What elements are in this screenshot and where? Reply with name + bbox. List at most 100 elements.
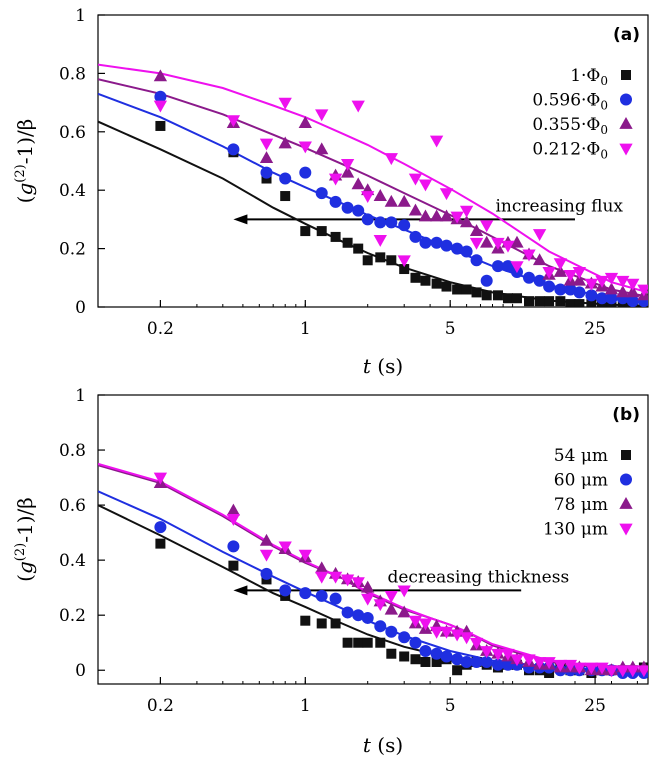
panel-b-series-2-point: [315, 561, 329, 574]
panel-b-series-1-point: [385, 625, 398, 638]
panel-b-series-3-point: [491, 648, 505, 661]
panel-a-legend-label-main: 0.596·Φ: [532, 91, 600, 111]
panel-b-y-tick-label: 0.4: [59, 551, 86, 571]
panel-a-series-3-point: [459, 205, 474, 218]
panel-b-legend-label-3: 130 μm: [543, 520, 608, 540]
panel-a-series-1-point: [315, 187, 328, 200]
panel-a-series-3-point: [450, 211, 464, 224]
panel-b-series-1-point: [315, 589, 328, 602]
panel-b-legend-marker-0: [621, 450, 631, 460]
panel-a-series-1-point: [460, 245, 473, 258]
panel-a-series-0-point: [375, 252, 386, 263]
panel-a-series-0-point: [492, 290, 503, 301]
panel-a-series-2-point: [153, 69, 168, 82]
panel-a-series-0-point: [386, 255, 397, 266]
panel-a-series-3-point: [616, 275, 630, 288]
panel-a-series-0-point: [565, 299, 576, 307]
panel-b-series-3-point: [259, 549, 274, 562]
panel-b-y-tick-label: 0: [75, 661, 86, 681]
panel-a-legend-label-sub: 0: [600, 99, 608, 113]
panel-a-series-2-point: [340, 165, 355, 178]
panel-a-series-2-point: [572, 273, 587, 286]
panel-b-series-3-point: [340, 574, 355, 587]
panel-a-series-3-point: [439, 188, 454, 201]
panel-a-legend-label-main: 0.355·Φ: [532, 115, 600, 135]
panel-a-legend-label-main: 0.212·Φ: [532, 140, 600, 160]
panel-b-series-3-point: [626, 665, 640, 678]
panel-b-series-1-point: [419, 644, 432, 657]
panel-a-series-0-point: [461, 284, 472, 295]
panel-b-series-1-point: [374, 620, 387, 633]
panel-a-series-2-point: [459, 215, 474, 228]
panel-a-series-0-point: [524, 296, 535, 307]
panel-a-series-1-point: [227, 143, 240, 156]
panel-a-legend-label-sub: 0: [600, 148, 608, 162]
panel-a-series-3-point: [315, 109, 329, 122]
panel-b-series-0-point: [375, 637, 386, 648]
panel-a-series-0-point: [362, 255, 373, 266]
panel-a-series-2-point: [439, 209, 454, 222]
panel-a-y-tick-label: 0: [75, 298, 86, 318]
panel-a-series-3-point: [408, 173, 423, 186]
panel-b-series-3-point: [429, 626, 444, 639]
panel-b-series-3-point: [542, 657, 556, 669]
panel-b-series-3-point: [361, 593, 375, 606]
panel-a-series-3-point: [328, 173, 343, 186]
panel-b-series-1-point: [480, 655, 493, 668]
panel-a-series-3-point: [397, 255, 411, 268]
panel-b-series-3-point: [584, 662, 599, 675]
panel-b-series-0-point: [452, 665, 463, 676]
panel-a-x-tick-label: 1: [300, 319, 311, 339]
panel-a-series-2-point: [532, 253, 547, 266]
panel-a-x-tick-label: 0.2: [147, 319, 174, 339]
panel-a-series-2-point: [429, 209, 444, 222]
panel-b-series-3-point: [459, 632, 474, 645]
panel-a-x-tick-label: 5: [445, 319, 456, 339]
panel-b-series-3-point: [373, 599, 387, 612]
panel-a-series-3-point: [278, 97, 292, 110]
panel-a-series-0-point: [502, 293, 513, 304]
panel-a-series-1-point: [491, 260, 504, 273]
panel-b-legend-label-main: 60 μm: [554, 471, 608, 491]
panel-a-series-1-point: [480, 274, 493, 287]
panel-a-series-1-point: [361, 213, 374, 226]
panel-a-series-3-point: [373, 234, 387, 247]
panel-b-series-0-point: [155, 538, 166, 549]
panel-a-series-0-point: [316, 226, 327, 237]
panel-a-series-1-point: [352, 204, 365, 217]
panel-a-series-1-point: [523, 271, 536, 284]
panel-a-y-tick-label: 0.8: [59, 64, 86, 84]
panel-a-series-1-point: [374, 216, 387, 229]
panel-b-series-1-point: [470, 655, 483, 668]
panel-a-y-axis-label: (g(2)-1)/β: [13, 119, 37, 204]
panel-b-panel-label: (b): [612, 405, 640, 425]
panel-a-legend-label-sub: 0: [600, 123, 608, 137]
panel-b-series-1-point: [409, 636, 422, 649]
panel-a-series-3-point: [351, 100, 365, 113]
panel-a-series-3-point: [226, 115, 241, 128]
panel-b-series-3-point: [328, 571, 343, 584]
panel-a-series-3-point: [480, 220, 494, 233]
panel-a-series-1-point: [419, 236, 432, 249]
panel-b-legend-label-main: 78 μm: [554, 495, 608, 515]
panel-a-series-3-point: [563, 269, 578, 282]
panel-b-legend-label-0: 54 μm: [554, 446, 608, 466]
panel-b-y-axis-label-part: -1)/β: [13, 497, 37, 543]
panel-a-series-1-point: [451, 242, 464, 255]
panel-b-legend-marker-1: [620, 473, 632, 486]
panel-a-series-2-point: [510, 235, 524, 248]
panel-a-series-3-point: [553, 258, 568, 271]
panel-b-series-1-point: [260, 567, 273, 580]
panel-b-series-3-point: [278, 541, 292, 554]
panel-a-series-3-point: [298, 141, 312, 154]
panel-b-x-tick-label: 5: [445, 696, 456, 716]
panel-a-series-1-point: [554, 283, 567, 296]
panel-a-legend-marker-2: [619, 117, 633, 129]
panel-a-series-0-point: [555, 296, 566, 307]
panel-a-fit-line-2: [98, 78, 648, 298]
panel-b-series-1-point: [501, 658, 514, 671]
panel-a-series-0-point: [330, 231, 341, 242]
panel-b-series-2-point: [226, 503, 241, 516]
panel-a-y-axis-label-part: -1)/β: [13, 119, 37, 165]
